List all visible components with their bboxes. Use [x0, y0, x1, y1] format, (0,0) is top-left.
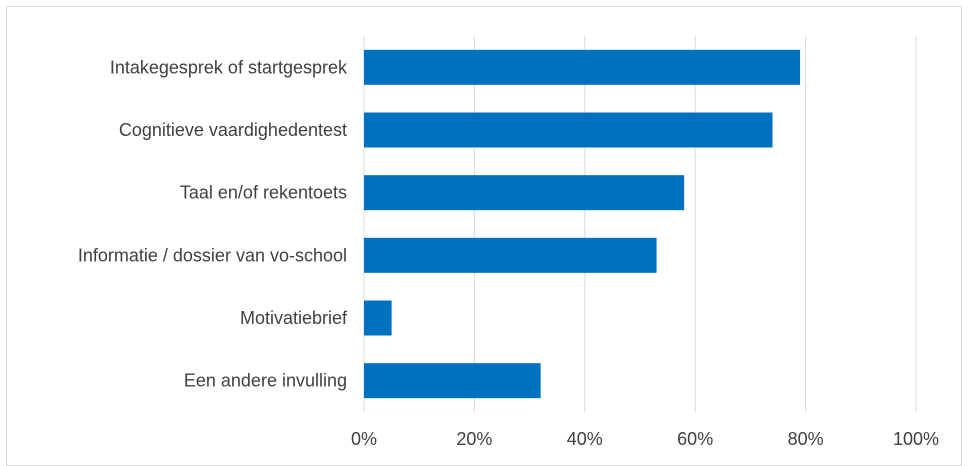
- bar-2: [364, 175, 684, 210]
- x-tick-labels: 0% 20% 40% 60% 80% 100%: [351, 429, 939, 449]
- category-label-5: Een andere invulling: [184, 371, 347, 391]
- x-tick-label-5: 100%: [893, 429, 939, 449]
- gridlines: [364, 36, 916, 412]
- x-tick-label-0: 0%: [351, 429, 377, 449]
- bar-0: [364, 50, 800, 85]
- x-tick-label-2: 40%: [567, 429, 603, 449]
- bars: [364, 50, 800, 398]
- bar-4: [364, 301, 392, 336]
- x-tick-label-3: 60%: [677, 429, 713, 449]
- category-labels: Intakegesprek of startgesprek Cognitieve …: [78, 57, 348, 390]
- bar-5: [364, 363, 541, 398]
- category-label-1: Cognitieve vaardighedentest: [119, 120, 347, 140]
- category-label-3: Informatie / dossier van vo-school: [78, 245, 347, 265]
- category-label-4: Motivatiebrief: [240, 308, 348, 328]
- x-tick-label-4: 80%: [788, 429, 824, 449]
- x-tick-label-1: 20%: [456, 429, 492, 449]
- bar-3: [364, 238, 657, 273]
- category-label-2: Taal en/of rekentoets: [180, 183, 347, 203]
- bar-1: [364, 113, 772, 148]
- category-label-0: Intakegesprek of startgesprek: [110, 57, 348, 77]
